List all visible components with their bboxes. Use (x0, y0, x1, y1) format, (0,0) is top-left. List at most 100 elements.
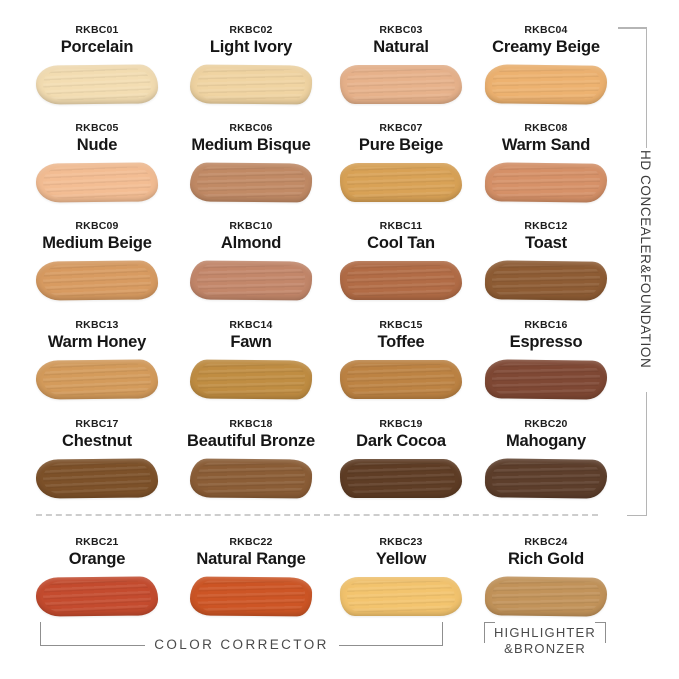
shade-cell: RKBC19 Dark Cocoa (325, 418, 477, 498)
shade-code: RKBC17 (75, 418, 119, 430)
shade-swatch (484, 576, 608, 617)
shade-swatch (484, 359, 608, 400)
shade-code: RKBC22 (229, 536, 273, 548)
group-divider-dashed-line (36, 514, 598, 516)
shade-cell: RKBC17 Chestnut (21, 418, 173, 499)
highlighter-bronzer-bracket: HIGHLIGHTER &BRONZER (484, 622, 606, 664)
color-corrector-bracket-right-line (338, 645, 442, 646)
shade-code: RKBC10 (229, 220, 273, 232)
shade-swatch (35, 576, 159, 617)
shade-swatch (35, 359, 159, 400)
shade-swatch (35, 162, 159, 203)
shade-cell: RKBC23 Yellow (325, 536, 477, 616)
shade-code: RKBC08 (524, 122, 568, 134)
shade-code: RKBC18 (229, 418, 273, 430)
hd-group-bracket-bottom-segment (645, 392, 647, 516)
shade-name: Almond (220, 234, 282, 252)
shade-swatch (340, 459, 462, 498)
shade-cell: RKBC06 Medium Bisque (175, 122, 327, 203)
shade-code: RKBC13 (75, 319, 119, 331)
shade-name: Creamy Beige (492, 38, 600, 56)
shade-cell: RKBC24 Rich Gold (470, 536, 622, 617)
highlighter-bronzer-label: HIGHLIGHTER &BRONZER (484, 625, 606, 657)
shade-swatch (189, 260, 313, 301)
shade-swatch (189, 458, 313, 499)
shade-cell: RKBC16 Espresso (470, 319, 622, 400)
shade-name: Toast (525, 234, 567, 252)
shade-name: Toffee (377, 333, 425, 351)
shade-code: RKBC15 (379, 319, 423, 331)
shade-name: Espresso (509, 333, 583, 351)
shade-cell: RKBC13 Warm Honey (21, 319, 173, 400)
shade-swatch (340, 360, 462, 399)
shade-code: RKBC01 (75, 24, 119, 36)
shade-code: RKBC12 (524, 220, 568, 232)
shade-cell: RKBC05 Nude (21, 122, 173, 203)
shade-code: RKBC02 (229, 24, 273, 36)
color-corrector-bracket-right-tick (442, 622, 443, 646)
hd-group-bracket-top-arm (618, 27, 647, 29)
shade-swatch (484, 458, 608, 499)
shade-swatch (340, 261, 462, 300)
highlighter-bronzer-label-line2: &BRONZER (504, 641, 586, 656)
highlighter-bronzer-bracket-left-corner (484, 622, 495, 643)
shade-swatch (484, 260, 608, 301)
shade-cell: RKBC10 Almond (175, 220, 327, 301)
shade-name: Natural (373, 38, 429, 56)
shade-swatch (340, 163, 462, 202)
shade-code: RKBC23 (379, 536, 423, 548)
shade-cell: RKBC03 Natural (325, 24, 477, 104)
color-corrector-bracket: COLOR CORRECTOR (40, 622, 443, 652)
shade-cell: RKBC07 Pure Beige (325, 122, 477, 202)
shade-code: RKBC05 (75, 122, 119, 134)
shade-swatch (189, 576, 313, 617)
shade-cell: RKBC20 Mahogany (470, 418, 622, 499)
shade-swatch (35, 64, 159, 105)
shade-cell: RKBC12 Toast (470, 220, 622, 301)
shade-code: RKBC07 (379, 122, 423, 134)
shade-code: RKBC14 (229, 319, 273, 331)
shade-swatch (484, 162, 608, 203)
shade-code: RKBC24 (524, 536, 568, 548)
shade-name: Chestnut (62, 432, 132, 450)
shade-name: Nude (76, 136, 118, 154)
shade-code: RKBC19 (379, 418, 423, 430)
shade-name: Rich Gold (507, 550, 585, 568)
shade-cell: RKBC18 Beautiful Bronze (175, 418, 327, 499)
highlighter-bronzer-bracket-right-corner (595, 622, 606, 643)
shade-name: Natural Range (196, 550, 306, 568)
shade-name: Warm Sand (501, 136, 591, 154)
shade-name: Medium Bisque (191, 136, 311, 154)
shade-cell: RKBC22 Natural Range (175, 536, 327, 617)
shade-code: RKBC16 (524, 319, 568, 331)
shade-cell: RKBC15 Toffee (325, 319, 477, 399)
shade-cell: RKBC04 Creamy Beige (470, 24, 622, 105)
color-corrector-bracket-left-line (41, 645, 145, 646)
shade-swatch (35, 260, 159, 301)
shade-name: Fawn (230, 333, 272, 351)
shade-cell: RKBC11 Cool Tan (325, 220, 477, 300)
shade-name: Pure Beige (358, 136, 444, 154)
shade-code: RKBC09 (75, 220, 119, 232)
color-corrector-bracket-left-tick (40, 622, 41, 646)
shade-swatch (340, 577, 462, 616)
shade-name: Medium Beige (42, 234, 152, 252)
shade-code: RKBC20 (524, 418, 568, 430)
hd-group-label: HD CONCEALER&FOUNDATION (638, 150, 653, 369)
shade-code: RKBC21 (75, 536, 119, 548)
shade-cell: RKBC01 Porcelain (21, 24, 173, 105)
shade-swatch (189, 359, 313, 400)
shade-name: Yellow (375, 550, 427, 568)
shade-cell: RKBC14 Fawn (175, 319, 327, 400)
shade-name: Mahogany (506, 432, 586, 450)
shade-name: Dark Cocoa (356, 432, 446, 450)
shade-cell: RKBC21 Orange (21, 536, 173, 617)
shade-name: Cool Tan (367, 234, 435, 252)
shade-name: Orange (68, 550, 126, 568)
shade-code: RKBC06 (229, 122, 273, 134)
shade-swatch (189, 64, 313, 105)
highlighter-bronzer-label-line1: HIGHLIGHTER (493, 625, 597, 640)
shade-name: Porcelain (60, 38, 134, 56)
shade-code: RKBC04 (524, 24, 568, 36)
